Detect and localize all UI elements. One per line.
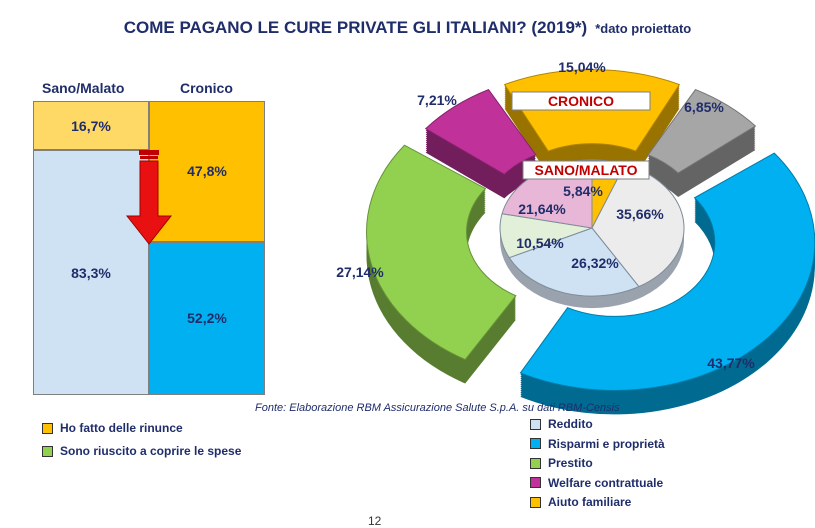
legend-label: Ho fatto delle rinunce <box>60 421 183 435</box>
legend-label: Welfare contrattuale <box>548 475 664 490</box>
source-note: Fonte: Elaborazione RBM Assicurazione Sa… <box>255 402 620 414</box>
bar-segment-sano-coprire: 83,3% <box>33 150 149 395</box>
legend-label: Prestito <box>548 456 593 471</box>
doughnut-slice-outer-2 <box>366 144 517 384</box>
doughnut-label-outer: 27,14% <box>336 264 384 280</box>
legend-label: Risparmi e proprietà <box>548 436 665 451</box>
legend-item-coprire: Sono riuscito a coprire le spese <box>42 444 241 458</box>
bar-segment-cronico-coprire: 52,2% <box>149 241 265 395</box>
doughnut-label-outer: 15,04% <box>558 59 606 75</box>
legend-item-rinunce: Ho fatto delle rinunce <box>42 421 183 435</box>
title-text: COME PAGANO LE CURE PRIVATE GLI ITALIANI… <box>123 18 588 37</box>
legend-item-doughnut: Reddito <box>530 417 593 431</box>
legend-swatch <box>530 418 541 430</box>
ring-name-tag: CRONICO <box>511 91 651 111</box>
legend-item-doughnut: Risparmi e proprietà <box>530 437 665 451</box>
legend-swatch <box>42 445 53 457</box>
legend-item-doughnut: Prestito <box>530 456 593 470</box>
page-number: 12 <box>368 514 382 528</box>
doughnut-label-inner: 5,84% <box>563 183 603 199</box>
legend-swatch <box>530 496 541 508</box>
legend-swatch <box>530 438 541 450</box>
bar-category-sano: Sano/Malato <box>42 80 125 96</box>
bar-label: 16,7% <box>71 117 111 134</box>
legend-item-doughnut: Welfare contrattuale <box>530 476 663 490</box>
legend-label: Aiuto familiare <box>548 495 632 510</box>
chart-title: COME PAGANO LE CURE PRIVATE GLI ITALIANI… <box>0 18 815 38</box>
svg-text:CRONICO: CRONICO <box>548 93 614 109</box>
doughnut-label-outer: 6,85% <box>684 99 724 115</box>
down-arrow-icon <box>125 150 173 245</box>
legend-swatch <box>42 422 53 434</box>
svg-text:SANO/MALATO: SANO/MALATO <box>535 162 638 178</box>
doughnut-label-inner: 26,32% <box>571 255 619 271</box>
bar-label: 83,3% <box>71 264 111 281</box>
inner-pie <box>499 159 685 309</box>
doughnut-label-inner: 10,54% <box>516 235 564 251</box>
bar-category-cronico: Cronico <box>180 80 233 96</box>
bar-segment-sano-rinunce: 16,7% <box>33 101 149 151</box>
legend-label: Reddito <box>548 417 593 431</box>
doughnut-label-outer: 7,21% <box>417 92 457 108</box>
bar-label: 47,8% <box>187 163 227 180</box>
legend-label: Sono riuscito a coprire le spese <box>60 444 242 458</box>
doughnut-slice-outer-3 <box>424 89 537 199</box>
title-note: *dato proiettato <box>595 21 692 36</box>
doughnut-label-outer: 43,77% <box>707 355 755 371</box>
legend-swatch <box>530 477 541 489</box>
doughnut-slice-outer-1 <box>519 152 815 415</box>
ring-name-tag: SANO/MALATO <box>522 160 650 180</box>
legend-swatch <box>530 457 541 469</box>
doughnut-label-inner: 21,64% <box>518 201 566 217</box>
doughnut-label-inner: 35,66% <box>616 206 664 222</box>
legend-item-doughnut: Aiuto familiare <box>530 495 631 509</box>
doughnut-slice-outer-0 <box>647 88 757 198</box>
bar-label: 52,2% <box>187 310 227 327</box>
